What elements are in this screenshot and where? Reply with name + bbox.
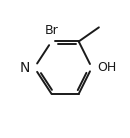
Text: OH: OH bbox=[97, 61, 116, 74]
Text: Br: Br bbox=[45, 24, 58, 37]
Text: N: N bbox=[20, 61, 30, 75]
